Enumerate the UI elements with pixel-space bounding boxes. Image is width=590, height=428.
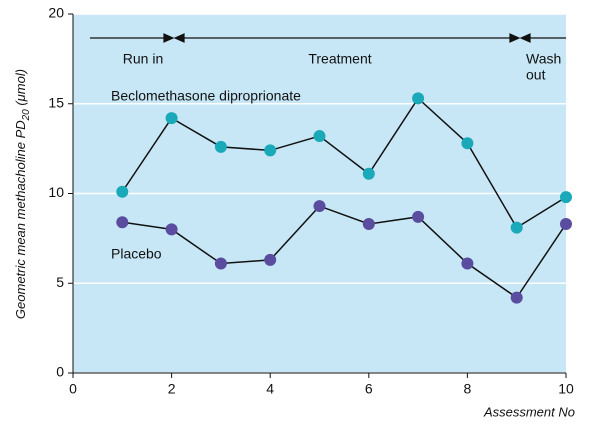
- point: [165, 223, 178, 236]
- point: [214, 140, 227, 153]
- point: [116, 216, 129, 229]
- series-line: [122, 205, 567, 299]
- y-tick-label: 20: [48, 5, 64, 21]
- arrow-head: [509, 33, 521, 43]
- x-tick-label: 2: [168, 381, 176, 397]
- point: [510, 221, 523, 234]
- x-tick-label: 8: [464, 381, 472, 397]
- point: [116, 185, 129, 198]
- point: [362, 218, 375, 231]
- annotation: Wash: [526, 51, 561, 67]
- y-tick-label: 15: [48, 94, 64, 110]
- point: [560, 191, 572, 204]
- point: [412, 92, 425, 105]
- point: [560, 218, 572, 231]
- point: [214, 257, 227, 270]
- point: [313, 200, 326, 213]
- point: [165, 112, 178, 125]
- point: [264, 144, 277, 157]
- annotation: Treatment: [308, 51, 371, 67]
- series-label: Placebo: [111, 246, 162, 262]
- point: [461, 137, 474, 150]
- x-tick-label: 10: [558, 381, 574, 397]
- series-line: [121, 97, 567, 229]
- y-label-part: (μmol): [13, 69, 28, 109]
- y-tick-label: 0: [56, 364, 64, 380]
- point: [461, 257, 474, 270]
- x-axis-label: Assessment No: [483, 404, 575, 419]
- arrow-head: [163, 33, 175, 43]
- arrow-head: [173, 33, 185, 43]
- y-axis-label: Geometric mean methacholine PD20 (μmol): [13, 69, 31, 319]
- series-label: Beclomethasone diproprionate: [111, 88, 301, 104]
- point: [412, 210, 425, 223]
- annotation: out: [526, 67, 546, 83]
- point: [362, 167, 375, 180]
- y-tick-label: 5: [56, 274, 64, 290]
- point: [313, 130, 326, 143]
- y-label-sub: 20: [21, 109, 32, 122]
- annotation: Run in: [123, 51, 163, 67]
- x-tick-label: 4: [266, 381, 274, 397]
- x-tick-label: 6: [365, 381, 373, 397]
- phase-arrows: [90, 33, 566, 43]
- arrow-head: [519, 33, 531, 43]
- x-tick-label: 0: [69, 381, 77, 397]
- y-label-part: Geometric mean methacholine PD: [13, 120, 28, 319]
- point: [510, 291, 523, 304]
- point: [264, 253, 277, 266]
- y-tick-label: 10: [48, 184, 64, 200]
